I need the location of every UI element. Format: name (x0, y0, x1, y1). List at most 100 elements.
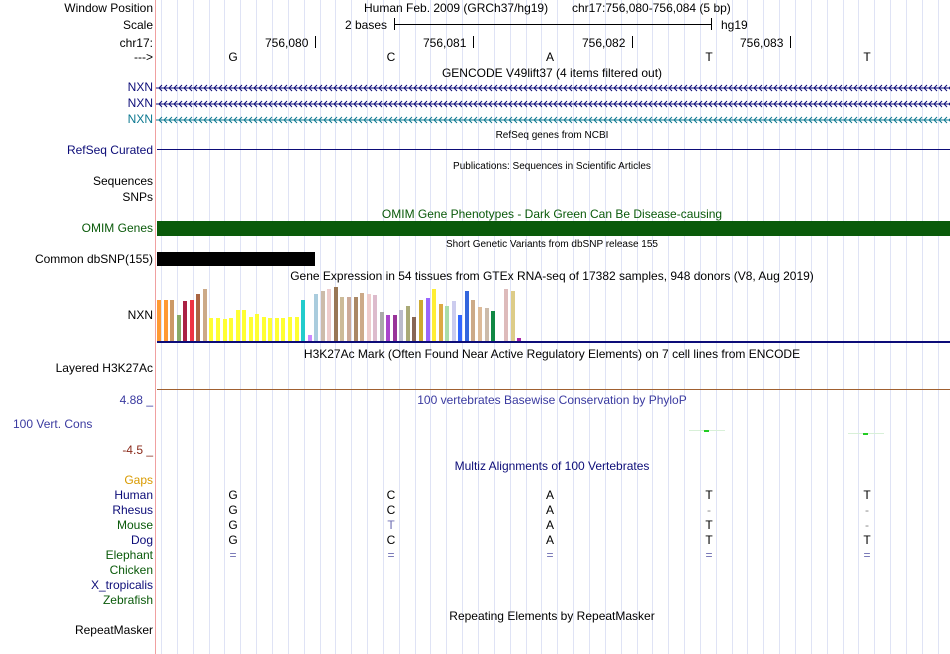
multiz-base: = (229, 548, 237, 562)
scale-label: Scale (122, 18, 153, 32)
gtex-tissue-bar[interactable] (202, 289, 207, 341)
gtex-tissue-bar[interactable] (314, 294, 319, 341)
grid-line (732, 0, 733, 654)
gtex-tissue-bar[interactable] (464, 291, 469, 341)
dbsnp-variant-bar[interactable] (157, 252, 315, 266)
gtex-tissue-bar[interactable] (497, 301, 502, 341)
gtex-tissue-bar[interactable] (333, 287, 338, 341)
gtex-tissue-bar[interactable] (399, 310, 404, 341)
position-text: chr17:756,080-756,084 (5 bp) (572, 1, 731, 15)
gtex-tissue-bar[interactable] (346, 297, 351, 341)
multiz-base: C (386, 488, 396, 502)
multiz-species-label[interactable]: Chicken (109, 563, 153, 577)
gtex-tissue-bar[interactable] (209, 318, 214, 341)
multiz-track-title: Multiz Alignments of 100 Vertebrates (454, 459, 650, 473)
multiz-base: G (228, 503, 238, 517)
refseq-gene-line[interactable] (157, 149, 950, 150)
gencode-item-3-label[interactable]: NXN (127, 112, 153, 126)
multiz-base: A (545, 503, 555, 517)
gtex-tissue-bar[interactable] (504, 289, 509, 341)
pubs-snps-label[interactable]: SNPs (122, 190, 153, 204)
h3k27ac-label[interactable]: Layered H3K27Ac (55, 361, 153, 375)
grid-line (557, 0, 558, 654)
gtex-tissue-bar[interactable] (307, 335, 312, 341)
gtex-tissue-bar[interactable] (386, 315, 391, 341)
gtex-tissue-bar[interactable] (412, 317, 417, 341)
gtex-tissue-bar[interactable] (327, 289, 332, 341)
gtex-tissue-bar[interactable] (458, 315, 463, 341)
gtex-tissue-bar[interactable] (242, 310, 247, 341)
gtex-bar-chart[interactable] (157, 284, 950, 341)
gtex-tissue-bar[interactable] (510, 291, 515, 341)
gtex-tissue-bar[interactable] (170, 300, 175, 341)
gtex-tissue-bar[interactable] (425, 298, 430, 341)
gtex-tissue-bar[interactable] (183, 301, 188, 341)
gtex-tissue-bar[interactable] (471, 300, 476, 341)
gtex-tissue-bar[interactable] (288, 317, 292, 341)
multiz-species-label[interactable]: Dog (130, 533, 153, 547)
gtex-tissue-bar[interactable] (373, 295, 378, 341)
gtex-tissue-bar[interactable] (451, 301, 456, 341)
scale-bar (395, 24, 711, 25)
gencode-item-1-label[interactable]: NXN (127, 80, 153, 94)
omim-gene-bar[interactable] (157, 221, 950, 236)
multiz-species-label[interactable]: X_tropicalis (90, 578, 153, 592)
multiz-gaps-label[interactable]: Gaps (124, 473, 153, 487)
multiz-base: T (387, 518, 395, 532)
gtex-tissue-bar[interactable] (438, 304, 443, 341)
gtex-tissue-bar[interactable] (419, 300, 423, 341)
dbsnp-label[interactable]: Common dbSNP(155) (34, 252, 153, 266)
pubs-sequences-label[interactable]: Sequences (92, 174, 153, 188)
gtex-tissue-bar[interactable] (196, 294, 201, 341)
gtex-tissue-bar[interactable] (294, 317, 299, 341)
gtex-tissue-bar[interactable] (484, 308, 489, 341)
multiz-species-label[interactable]: Mouse (116, 518, 153, 532)
gtex-tissue-bar[interactable] (360, 293, 365, 341)
gtex-tissue-bar[interactable] (366, 294, 371, 341)
gtex-tissue-bar[interactable] (445, 306, 450, 341)
gtex-tissue-bar[interactable] (163, 300, 168, 341)
gtex-tissue-bar[interactable] (517, 338, 522, 341)
gtex-tissue-bar[interactable] (215, 318, 220, 341)
gtex-tissue-bar[interactable] (176, 315, 181, 341)
pubs-track-title: Publications: Sequences in Scientific Ar… (453, 161, 651, 172)
grid-line (240, 0, 241, 654)
gtex-tissue-bar[interactable] (379, 312, 384, 341)
phylop-label[interactable]: 100 Vert. Cons (13, 417, 93, 431)
gtex-tissue-bar[interactable] (229, 318, 234, 341)
gencode-item-2-label[interactable]: NXN (127, 96, 153, 110)
gtex-tissue-bar[interactable] (340, 297, 345, 341)
gtex-tissue-bar[interactable] (477, 307, 482, 341)
gtex-tissue-bar[interactable] (405, 306, 410, 341)
gtex-tissue-bar[interactable] (274, 318, 279, 341)
gtex-tissue-bar[interactable] (301, 300, 306, 341)
left-border (155, 0, 156, 654)
gtex-tissue-bar[interactable] (432, 289, 437, 341)
omim-label[interactable]: OMIM Genes (81, 221, 153, 235)
gtex-tissue-bar[interactable] (222, 319, 227, 341)
multiz-species-label[interactable]: Rhesus (112, 503, 153, 517)
repeatmasker-label[interactable]: RepeatMasker (74, 623, 153, 637)
gtex-label[interactable]: NXN (127, 308, 153, 322)
multiz-species-label[interactable]: Zebrafish (102, 593, 153, 607)
multiz-species-label[interactable]: Human (114, 488, 153, 502)
refseq-label[interactable]: RefSeq Curated (66, 143, 153, 157)
gtex-tissue-bar[interactable] (268, 318, 273, 341)
gtex-tissue-bar[interactable] (392, 315, 397, 341)
gtex-tissue-bar[interactable] (353, 297, 358, 341)
repeatmasker-track-title: Repeating Elements by RepeatMasker (449, 609, 655, 623)
gtex-tissue-bar[interactable] (255, 314, 260, 341)
gencode-transcripts[interactable] (156, 80, 950, 126)
gtex-tissue-bar[interactable] (248, 317, 253, 341)
gtex-tissue-bar[interactable] (189, 300, 194, 341)
gtex-tissue-bar[interactable] (157, 300, 161, 341)
gtex-tissue-bar[interactable] (235, 310, 240, 341)
gtex-tissue-bar[interactable] (281, 318, 286, 341)
multiz-species-label[interactable]: Elephant (105, 548, 153, 562)
sequence-base: G (228, 50, 238, 64)
gtex-tissue-bar[interactable] (261, 317, 266, 341)
gtex-tissue-bar[interactable] (491, 311, 496, 341)
multiz-base: G (228, 533, 238, 547)
phylop-max-label: 4.88 _ (119, 393, 153, 407)
gtex-tissue-bar[interactable] (320, 291, 325, 341)
